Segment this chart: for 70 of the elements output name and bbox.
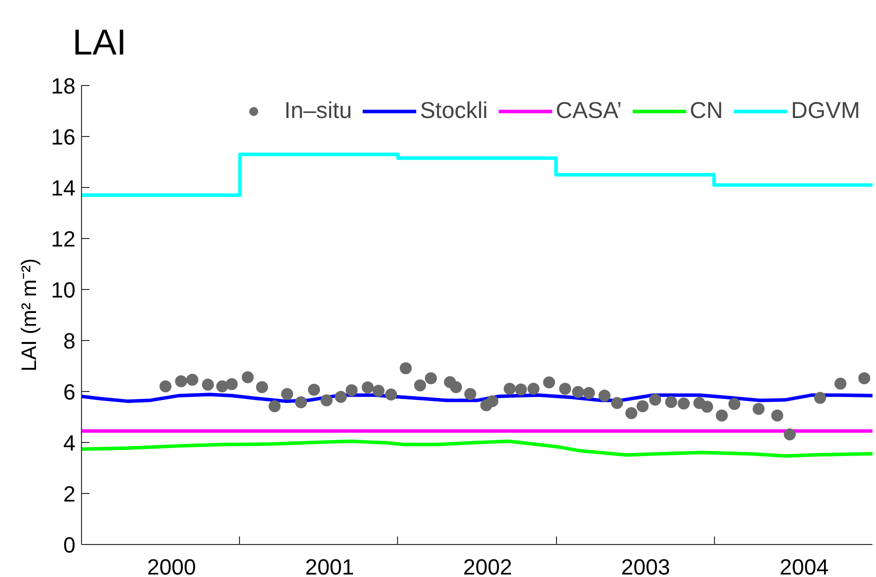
point: [414, 379, 426, 392]
x-tick-label: 2001: [305, 554, 354, 577]
point: [424, 372, 437, 384]
point: [582, 387, 595, 400]
legend-label: Stockli: [420, 97, 488, 124]
point: [186, 374, 198, 386]
y-tick-label: 6: [63, 380, 76, 404]
point: [598, 390, 611, 402]
point: [771, 409, 784, 422]
point: [175, 375, 188, 388]
point: [814, 392, 826, 404]
point: [450, 381, 462, 394]
legend-label: CN: [690, 97, 723, 124]
x-tick-label: 2002: [463, 554, 512, 577]
y-tick-label: 16: [51, 124, 76, 150]
point: [572, 386, 584, 398]
point: [728, 398, 740, 410]
point: [320, 394, 333, 406]
point: [504, 382, 516, 395]
point: [678, 397, 690, 410]
y-tick-label: 2: [63, 482, 76, 506]
point: [281, 388, 294, 400]
point: [486, 395, 498, 408]
point: [256, 381, 268, 394]
point: [752, 402, 765, 415]
chart-title: LAI: [72, 22, 127, 62]
point: [202, 378, 214, 391]
point: [385, 388, 398, 401]
point: [665, 396, 678, 408]
point: [334, 390, 347, 403]
point: [226, 378, 238, 390]
legend-label: In–situ: [284, 97, 352, 124]
point: [400, 362, 412, 374]
point: [834, 378, 846, 390]
point: [543, 376, 556, 388]
y-tick-label: 4: [63, 430, 76, 456]
point: [464, 388, 476, 400]
y-tick-label: 14: [51, 176, 76, 200]
point: [649, 394, 662, 406]
point: [372, 384, 385, 397]
point: [242, 371, 254, 384]
legend-label: CASA’: [556, 97, 622, 124]
point: [716, 409, 728, 422]
x-tick-label: 2000: [147, 554, 196, 577]
point: [346, 384, 358, 396]
point: [636, 400, 649, 412]
x-tick-label: 2003: [621, 554, 670, 577]
point: [528, 382, 540, 395]
y-tick-label: 8: [63, 328, 76, 354]
y-axis-title: LAI (m² m⁻²): [18, 258, 42, 372]
point: [559, 382, 572, 395]
point: [295, 396, 308, 408]
y-tick-label: 12: [51, 226, 76, 252]
point: [308, 384, 320, 396]
point: [514, 383, 527, 396]
line-series: [82, 439, 872, 458]
x-tick-label: 2004: [780, 554, 829, 577]
point: [701, 400, 714, 413]
point: [611, 396, 624, 409]
point: [784, 428, 796, 440]
point: [858, 372, 870, 384]
legend-label: DGVM: [791, 97, 860, 124]
point: [362, 381, 374, 394]
y-tick-label: 10: [51, 278, 76, 302]
point: [216, 380, 228, 392]
point: [268, 400, 281, 412]
point: [159, 380, 172, 392]
y-tick-label: 18: [51, 74, 76, 98]
y-tick-label: 0: [63, 532, 76, 558]
point: [625, 407, 638, 420]
